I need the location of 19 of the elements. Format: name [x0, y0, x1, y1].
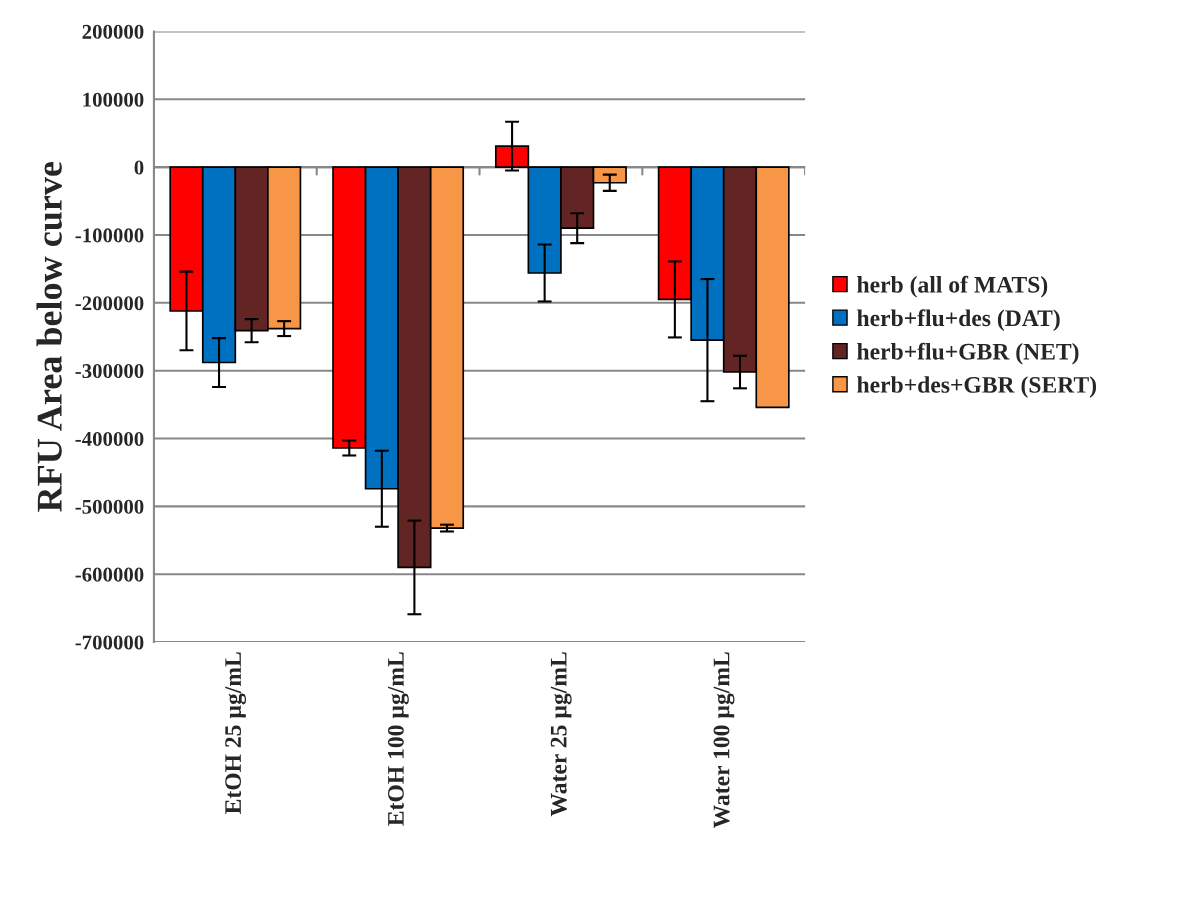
y-tick-label: -500000: [75, 499, 144, 514]
y-tick-label: 0: [134, 160, 144, 175]
y-tick-label: -100000: [75, 228, 144, 243]
legend-label: herb+des+GBR (SERT): [857, 376, 1097, 398]
y-axis-title: RFU Area below curve: [36, 162, 62, 512]
y-tick-label: -200000: [75, 296, 144, 311]
legend-label: herb (all of MATS): [857, 275, 1048, 298]
y-tick-label: -600000: [75, 567, 144, 582]
y-tick-label: 200000: [82, 24, 144, 39]
legend-label: herb+flu+des (DAT): [857, 309, 1060, 331]
x-tick-label: EtOH 25 µg/mL: [225, 652, 247, 814]
legend-label: herb+flu+GBR (NET): [857, 342, 1079, 365]
y-tick-label: 100000: [83, 92, 144, 107]
x-tick-label: EtOH 100 µg/mL: [387, 652, 409, 826]
y-tick-label: -400000: [75, 431, 144, 446]
y-tick-label: -300000: [75, 364, 144, 379]
x-tick-label: Water 100 µg/mL: [713, 652, 735, 829]
y-tick-label: -700000: [75, 635, 144, 650]
x-tick-label: Water 25 µg/mL: [550, 652, 572, 817]
